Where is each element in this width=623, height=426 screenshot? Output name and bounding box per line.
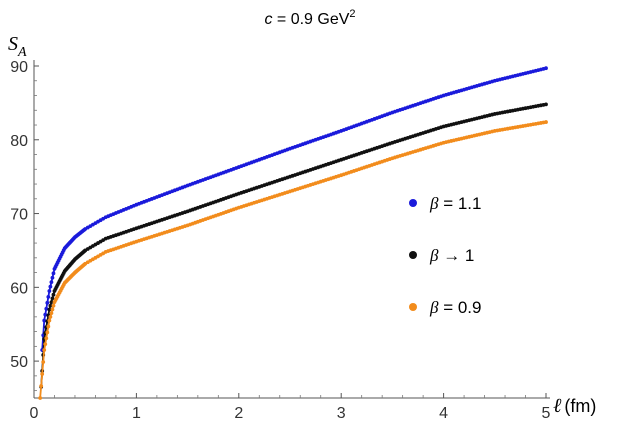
series-1	[39, 102, 548, 389]
legend-marker	[409, 251, 417, 259]
y-tick-label: 60	[10, 280, 28, 297]
y-tick-label: 50	[10, 354, 28, 371]
data-point	[44, 306, 49, 311]
legend-value: = 1.1	[438, 194, 481, 213]
legend-label: β = 1.1	[429, 194, 481, 213]
legend-marker	[409, 199, 417, 207]
data-point	[44, 336, 49, 341]
data-point	[50, 296, 55, 301]
y-axis-label-main: S	[8, 33, 18, 55]
x-tick-label: 4	[439, 405, 448, 422]
x-tick-label: 3	[337, 405, 346, 422]
legend-value: = 0.9	[438, 298, 481, 317]
data-point	[49, 300, 54, 304]
data-point	[43, 342, 48, 347]
data-point	[39, 384, 44, 388]
data-point	[49, 280, 54, 285]
data-point	[51, 303, 56, 308]
legend-marker	[409, 303, 417, 311]
data-point	[51, 292, 56, 297]
data-point	[48, 303, 53, 308]
data-point	[47, 307, 52, 312]
legend: β = 1.1β → 1β = 0.9	[409, 194, 481, 317]
data-point	[51, 271, 56, 276]
data-point	[48, 314, 53, 319]
y-tick-label: 70	[10, 207, 28, 224]
x-axis-label-symbol: ℓ	[553, 395, 562, 417]
legend-symbol: β	[429, 246, 439, 265]
title-superscript: 2	[349, 8, 355, 20]
x-ticks: 0 1 2 3 4 5	[30, 393, 551, 422]
series-0	[40, 66, 548, 352]
title-variable: c	[264, 11, 272, 28]
chart-title: c = 0.9 GeV2	[264, 8, 355, 28]
data-point	[40, 372, 45, 376]
data-point	[47, 318, 52, 323]
data-point	[50, 275, 55, 280]
series-layer	[38, 66, 548, 400]
x-axis-label: ℓ (fm)	[553, 395, 596, 417]
legend-value: → 1	[438, 246, 474, 265]
data-point	[50, 307, 55, 312]
legend-label: β = 0.9	[429, 298, 481, 317]
data-point	[49, 311, 54, 316]
y-axis-label-subscript: A	[17, 45, 27, 60]
data-point	[43, 312, 48, 317]
x-tick-label: 2	[234, 405, 243, 422]
series-2	[38, 120, 548, 400]
y-axis-label: SA	[8, 33, 27, 60]
data-point	[42, 348, 47, 352]
x-tick-label: 5	[542, 405, 551, 422]
data-point	[544, 102, 548, 107]
data-point	[42, 318, 47, 323]
data-point	[46, 295, 51, 299]
legend-symbol: β	[429, 194, 439, 213]
title-value: = 0.9 GeV	[272, 11, 349, 28]
x-tick-label: 1	[132, 405, 141, 422]
legend-label: β → 1	[429, 246, 474, 265]
data-point	[41, 360, 46, 364]
data-point	[47, 289, 52, 293]
legend-symbol: β	[429, 298, 439, 317]
data-point	[45, 300, 50, 305]
data-point	[38, 396, 43, 400]
y-tick-label: 80	[10, 133, 28, 150]
x-axis-label-unit: (fm)	[564, 396, 596, 416]
data-point	[544, 120, 548, 124]
data-point	[48, 284, 53, 289]
data-point	[45, 330, 50, 335]
data-point	[544, 66, 548, 71]
x-tick-label: 0	[30, 405, 39, 422]
y-tick-label: 90	[10, 59, 28, 76]
data-point	[46, 324, 51, 329]
y-ticks: 50 60 70 80 90	[10, 59, 39, 392]
